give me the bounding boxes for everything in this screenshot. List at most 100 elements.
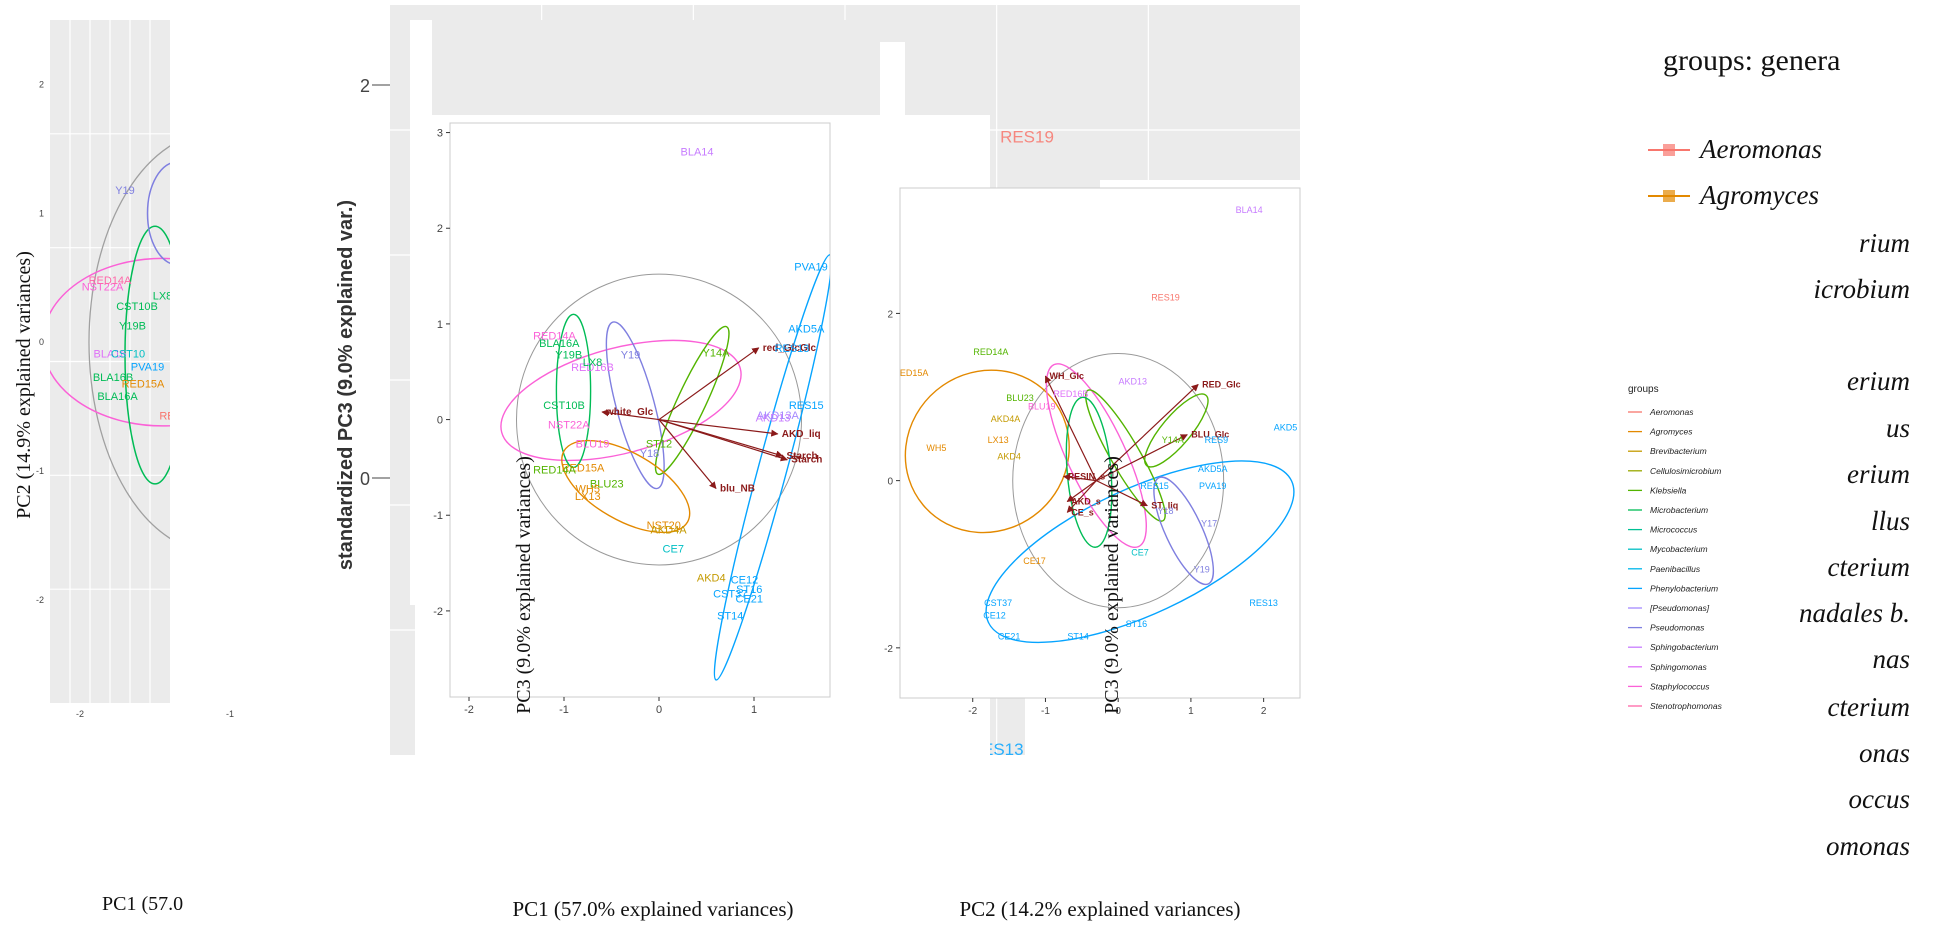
loading-vector: [1096, 480, 1148, 507]
y-tick-label: -1: [36, 466, 44, 476]
point-label: ST14: [717, 611, 743, 623]
point-label: BLA16A: [539, 338, 580, 350]
point-label: BLA16: [93, 349, 126, 361]
y-tick-label: 1: [39, 208, 44, 218]
point-label: ST16: [736, 584, 762, 596]
vector-label: red_GlcGlc: [763, 343, 817, 354]
point-label: CE12: [983, 610, 1006, 620]
loading-vector: [658, 418, 784, 458]
group-ellipse: [124, 225, 170, 485]
loading-vector: [658, 347, 760, 421]
big-legend-fragment: rium: [1859, 228, 1910, 258]
correlation-circle: [88, 145, 170, 540]
y-tick-label: 2: [437, 223, 443, 235]
point-label: BLU19: [576, 438, 610, 450]
point-label: RES15: [1140, 481, 1169, 491]
correlation-circle: [516, 273, 802, 566]
point-label: CE12: [731, 574, 759, 586]
vector-label: WH_Glc: [1049, 371, 1084, 381]
point-label: RE: [159, 410, 174, 422]
y-tick-label: 2: [360, 76, 370, 96]
loading-vector: [658, 418, 779, 437]
point-label: Y19B: [119, 320, 146, 332]
y-axis-label: standardized PC3 (9.0% explained var.): [335, 200, 357, 570]
point-label: Y18: [640, 448, 660, 460]
point-label: LX13: [988, 435, 1009, 445]
point-label: RED16B: [571, 362, 614, 374]
loading-vector: [1096, 434, 1188, 482]
x-tick-label: 0: [656, 704, 662, 716]
mini-legend-item: Agromyces: [1649, 427, 1693, 437]
vector-label: ST_liq: [1151, 501, 1178, 511]
loading-vector: [1066, 480, 1097, 513]
mini-legend-item: Pseudomonas: [1650, 623, 1705, 633]
group-ellipse: [1045, 363, 1147, 548]
big-legend-fragment: onas: [1859, 738, 1910, 768]
big-legend-fragment: cterium: [1828, 552, 1910, 582]
point-label: ST12: [646, 438, 672, 450]
vector-label: RED_Glc: [1202, 379, 1241, 389]
group-ellipse: [605, 321, 665, 490]
mini-legend-item: Stenotrophomonas: [1650, 701, 1723, 711]
point-label: RED14A: [533, 464, 576, 476]
point-label: Y18: [1157, 506, 1173, 516]
y-tick-label: 3: [437, 128, 443, 140]
group-ellipse: [1085, 389, 1166, 522]
point-label: AKD13: [1118, 376, 1147, 386]
mini-legend-item: Klebsiella: [1650, 485, 1687, 495]
point-label: CE7: [1131, 548, 1149, 558]
point-label: Y19: [115, 185, 135, 197]
vector-label: BLU_Glc: [1191, 430, 1229, 440]
point-label: BLA16A: [97, 391, 138, 403]
point-label: NST22A: [548, 419, 590, 431]
x-tick-label: -1: [1041, 706, 1050, 717]
vector-label: AKD_s: [1071, 497, 1101, 507]
plot-content: Starch AKD_liq blu_NB white_Glc red_GlcGlc St…: [500, 147, 830, 681]
y-tick-label: -2: [36, 595, 44, 605]
point-label: RED14A: [89, 275, 132, 287]
point-label: RES19: [1151, 293, 1180, 303]
point-label: AKD5A: [788, 324, 825, 336]
big-legend-fragment: omonas: [1826, 831, 1910, 861]
group-ellipse: [500, 339, 742, 462]
big-legend-fragment: occus: [1849, 784, 1910, 814]
point-label: CE7: [663, 544, 684, 556]
big-legend-item: Agromyces: [1698, 180, 1819, 210]
loading-vector: [601, 409, 660, 421]
group-ellipse: [555, 313, 592, 469]
vector-label: AKD_liq: [782, 429, 821, 440]
mini-legend-item: Staphylococcus: [1650, 681, 1710, 691]
point-label: RES13: [1249, 598, 1278, 608]
y-tick-label: -2: [884, 644, 893, 655]
point-label: BLA14: [1236, 205, 1263, 215]
big-legend-fragment: icrobium: [1814, 274, 1911, 304]
point-label: BLU23: [590, 479, 624, 491]
point-label: BLA14: [680, 147, 713, 159]
y-tick-label: 2: [887, 309, 893, 320]
point-label: NST22A: [82, 282, 124, 294]
y-tick-label: 2: [39, 79, 44, 89]
point-label: BLA16B: [93, 372, 133, 384]
big-legend-point: [1663, 190, 1675, 202]
point-label: AKD13A: [757, 410, 800, 422]
mini-legend-title: groups: [1628, 384, 1659, 395]
point-label: PVA19: [1199, 481, 1226, 491]
mini-legend: groups Aeromonas Agromyces Brevibacterium Ce…: [1628, 384, 1723, 711]
point-label: BLU19: [1028, 401, 1056, 411]
vector-label: CE_s: [1071, 507, 1094, 517]
point-label: CE17: [1023, 556, 1046, 566]
point-label: CST10B: [543, 400, 585, 412]
point-label: RES15: [789, 400, 824, 412]
y-tick-label: -2: [433, 606, 443, 618]
big-legend-fragment: llus: [1871, 506, 1910, 536]
y-axis-label: PC2 (14.9% explained variances): [13, 251, 35, 519]
mini-legend-item: Mycobacterium: [1650, 544, 1708, 554]
y-tick-label: 0: [39, 337, 44, 347]
x-tick-label: 1: [1188, 706, 1194, 717]
point-label: PVA19: [794, 262, 827, 274]
mini-legend-item: Cellulosimicrobium: [1650, 466, 1721, 476]
point-label: AKD4: [997, 452, 1021, 462]
x-tick-label: 2: [1261, 706, 1267, 717]
vector-label: white_Glc: [605, 407, 654, 418]
big-legend-fragment: nas: [1872, 644, 1910, 674]
